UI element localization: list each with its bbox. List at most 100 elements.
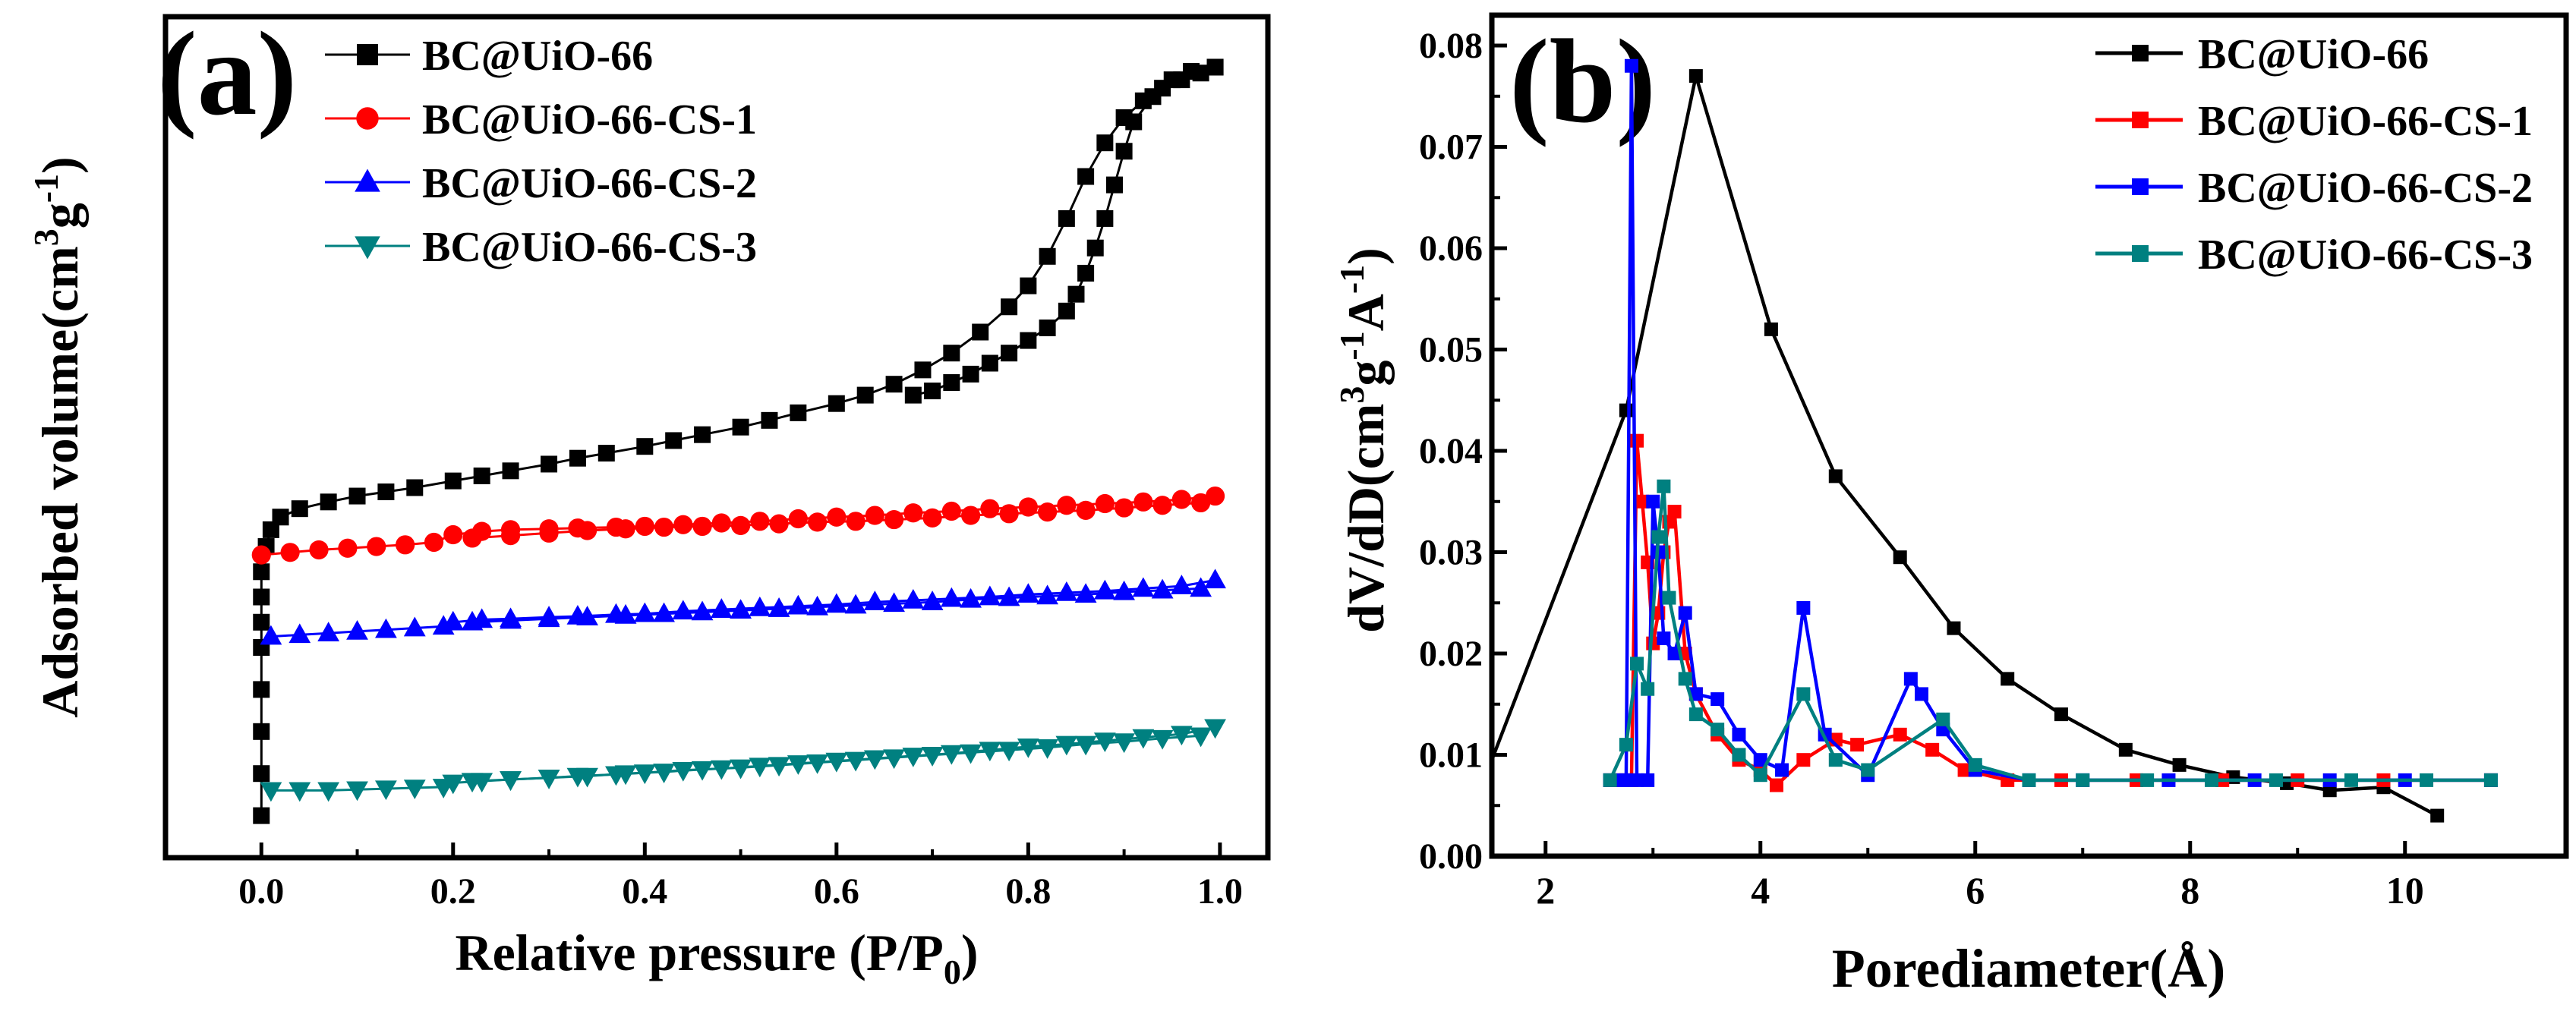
data-point <box>597 445 615 462</box>
data-point <box>1190 727 1212 748</box>
legend-b: BC@UiO-66 BC@UiO-66-CS-1 BC@UiO-66-CS-2 BC@… <box>2095 31 2533 279</box>
data-point <box>999 504 1019 524</box>
data-point <box>825 752 848 773</box>
data-point <box>1191 493 1211 513</box>
data-point <box>403 616 426 637</box>
data-point <box>443 524 463 545</box>
data-point <box>367 537 386 556</box>
data-point <box>865 506 884 525</box>
data-point <box>1074 735 1097 756</box>
x-tick-label-a: 0.2 <box>430 871 476 912</box>
data-point <box>749 757 771 778</box>
x-axis-label-b: Porediameter(Å) <box>1832 938 2225 999</box>
data-point <box>1058 302 1075 320</box>
data-point <box>846 512 865 531</box>
data-point <box>348 487 366 505</box>
data-point <box>616 519 635 539</box>
data-point <box>665 432 683 449</box>
legend-marker <box>2132 45 2149 61</box>
data-point <box>253 588 270 606</box>
x-tick-label-b: 6 <box>1966 869 1985 912</box>
data-point <box>253 563 270 581</box>
data-point <box>1630 773 1644 787</box>
data-point <box>538 769 560 789</box>
data-point <box>1036 739 1058 759</box>
data-point <box>1057 496 1077 515</box>
data-point <box>1076 500 1096 520</box>
data-point <box>1635 494 1650 509</box>
data-point <box>1619 773 1633 787</box>
panel-b: (b) 2 4 6 8 10 0.000.010.020.030.040.050.060… <box>1332 12 2569 999</box>
data-point <box>981 354 998 372</box>
data-point <box>251 545 271 565</box>
data-point <box>691 600 714 621</box>
data-point <box>710 598 733 618</box>
data-point <box>787 594 809 615</box>
data-point <box>1055 581 1078 601</box>
data-point <box>403 780 426 800</box>
y-tick-label-b: 0.06 <box>1419 228 1483 269</box>
data-point <box>768 757 790 777</box>
data-point <box>444 472 462 490</box>
data-point <box>576 606 598 625</box>
legend-label: BC@UiO-66-CS-2 <box>2198 165 2533 212</box>
data-point <box>1020 332 1037 349</box>
data-point <box>288 623 311 644</box>
data-point <box>921 747 944 767</box>
data-point <box>1115 498 1134 518</box>
data-point <box>346 781 368 802</box>
data-point <box>1753 753 1767 767</box>
data-point <box>1093 732 1116 752</box>
data-point <box>442 774 465 795</box>
legend-label: BC@UiO-66-CS-1 <box>422 96 757 143</box>
data-point <box>1603 773 1617 787</box>
data-point <box>1968 757 1982 772</box>
legend-marker <box>2132 112 2149 128</box>
data-point <box>711 513 731 533</box>
data-point <box>1947 621 1961 635</box>
data-point <box>1688 69 1703 83</box>
data-point <box>1170 726 1193 746</box>
data-point <box>1903 672 1918 686</box>
x-axis-label-a: Relative pressure (P/P0) <box>456 924 979 991</box>
data-point <box>635 516 654 537</box>
data-point <box>1796 753 1811 767</box>
x-tick-label-a: 0.8 <box>1005 871 1051 912</box>
data-point <box>1163 71 1181 89</box>
legend-label: BC@UiO-66-CS-3 <box>2198 231 2533 279</box>
y-tick-label-b: 0.05 <box>1419 330 1483 370</box>
data-point <box>2001 672 2015 686</box>
data-point <box>500 771 522 791</box>
data-point <box>502 462 519 480</box>
legend-label: BC@UiO-66-CS-3 <box>422 224 757 271</box>
data-point <box>1753 768 1767 783</box>
data-point <box>1125 113 1143 131</box>
data-point <box>768 597 790 617</box>
data-point <box>614 765 637 786</box>
y-ticks-b: 0.00 0.01 0.02 0.03 0.04 0.05 0.06 0.07 0.08 <box>1419 26 1507 877</box>
data-point <box>1769 778 1783 792</box>
data-point <box>1619 403 1633 417</box>
data-point <box>2172 757 2187 772</box>
data-point <box>260 782 282 802</box>
data-point <box>1039 319 1056 336</box>
data-point <box>576 767 598 788</box>
data-point <box>1096 209 1114 227</box>
data-point <box>1132 729 1155 749</box>
data-point <box>1152 496 1172 515</box>
data-point <box>1113 733 1136 754</box>
data-point <box>1036 584 1058 605</box>
data-point <box>1206 58 1224 76</box>
data-point <box>787 755 809 775</box>
data-point <box>825 593 848 613</box>
y-tick-label-b: 0.04 <box>1419 431 1483 471</box>
data-point <box>884 509 904 530</box>
data-point <box>1667 505 1682 519</box>
data-point <box>377 483 395 501</box>
x-tick-label-b: 4 <box>1751 869 1770 912</box>
x-tick-label-a: 0.6 <box>814 871 859 912</box>
y-tick-label-b: 0.07 <box>1419 128 1483 168</box>
data-point <box>1171 490 1191 509</box>
x-ticks-b: 2 4 6 8 10 <box>1536 841 2424 912</box>
data-point <box>1093 579 1116 600</box>
